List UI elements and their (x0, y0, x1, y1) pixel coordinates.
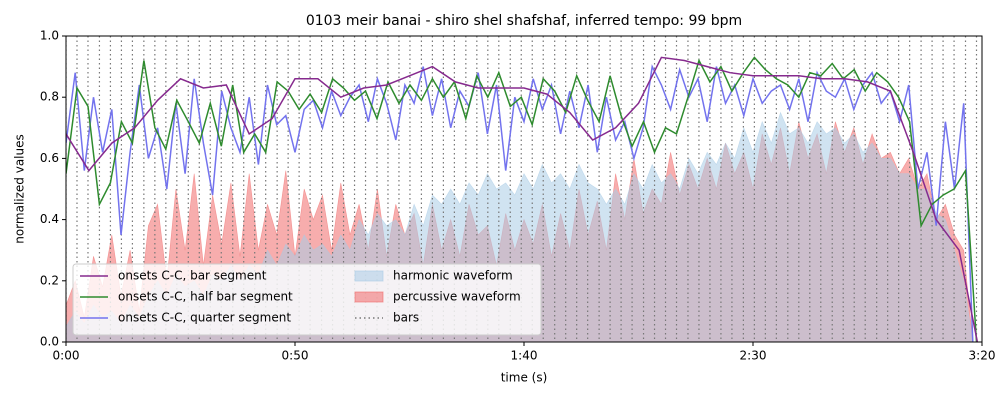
y-tick-label: 0.2 (40, 273, 59, 287)
y-tick-label: 1.0 (40, 29, 59, 43)
legend-label: onsets C-C, bar segment (118, 269, 267, 283)
legend-label: harmonic waveform (393, 269, 513, 283)
x-tick-label: 0:00 (53, 349, 80, 363)
legend-box (72, 263, 542, 336)
y-axis-label: normalized values (13, 134, 27, 244)
y-tick-label: 0.8 (40, 90, 59, 104)
legend-swatch (354, 270, 384, 282)
series-line (66, 56, 978, 342)
x-tick-label: 3:20 (969, 349, 996, 363)
legend-label: onsets C-C, quarter segment (118, 311, 291, 325)
axes: 0:00 0:50 1:40 2:30 3:20 0.0 0.2 0.4 0.6 0.8 1.0 (40, 29, 996, 363)
y-tick-label: 0.6 (40, 151, 59, 165)
x-axis-label: time (s) (501, 371, 548, 385)
x-tick-label: 0:50 (282, 349, 309, 363)
y-tick-label: 0.4 (40, 212, 59, 226)
legend-swatch (354, 291, 384, 303)
legend-label: onsets C-C, half bar segment (118, 290, 293, 304)
series-line (66, 56, 979, 342)
legend-label: bars (393, 311, 419, 325)
y-tick-label: 0.0 (40, 335, 59, 349)
series-line (66, 64, 974, 342)
x-tick-label: 1:40 (511, 349, 538, 363)
legend: onsets C-C, bar segment onsets C-C, half … (72, 263, 542, 336)
legend-label: percussive waveform (393, 290, 521, 304)
x-tick-label: 2:30 (740, 349, 767, 363)
chart-title: 0103 meir banai - shiro shel shafshaf, i… (306, 13, 742, 29)
